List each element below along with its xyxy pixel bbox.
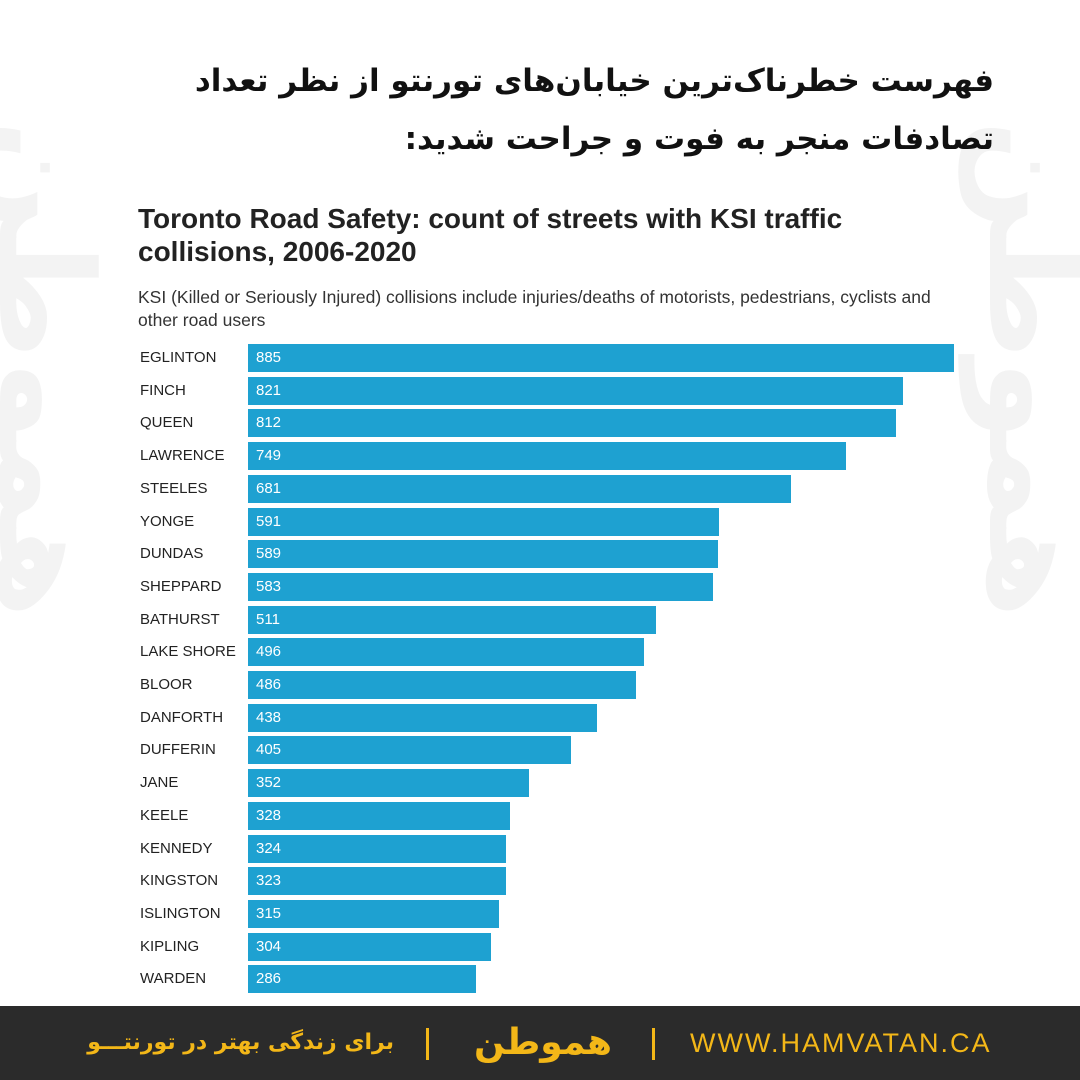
footer-separator [652,1028,655,1060]
category-label: DUFFERIN [140,741,216,758]
category-label: FINCH [140,382,186,399]
bar [248,704,597,732]
bar [248,671,636,699]
category-label: EGLINTON [140,349,217,366]
bar-value-label: 511 [256,611,280,628]
category-label: KIPLING [140,938,200,955]
category-label: KEELE [140,807,189,824]
bar-value-label: 591 [256,513,282,530]
bar-value-label: 885 [256,349,282,366]
bar-value-label: 583 [256,578,282,595]
category-label: BATHURST [140,611,220,628]
footer-separator [426,1028,429,1060]
bar [248,769,529,797]
category-label: WARDEN [140,970,207,987]
bar-value-label: 304 [256,938,282,955]
hamvatan-logo[interactable]: هموطن [474,1022,612,1063]
footer-tagline: برای زندگی بهتر در تورنتـــو [87,1030,394,1055]
bar-value-label: 315 [256,905,282,922]
footer-bar: برای زندگی بهتر در تورنتـــو هموطن WWW.H… [0,1006,1080,1080]
bar [248,638,644,666]
category-label: DUNDAS [140,545,204,562]
bar-value-label: 821 [256,382,282,399]
category-label: DANFORTH [140,709,224,726]
bar [248,965,476,993]
bar [248,475,791,503]
bar-value-label: 286 [256,970,282,987]
bar-value-label: 405 [256,741,282,758]
category-label: KENNEDY [140,840,213,857]
bar [248,573,713,601]
bar-value-label: 812 [256,414,282,431]
category-label: LAKE SHORE [140,643,236,660]
bar-value-label: 681 [256,480,282,497]
bar-value-label: 438 [256,709,282,726]
category-label: STEELES [140,480,208,497]
bar [248,540,718,568]
chart-subtitle: KSI (Killed or Seriously Injured) collis… [138,287,931,330]
bar-value-label: 352 [256,774,282,791]
bar-value-label: 324 [256,840,282,857]
bar-value-label: 328 [256,807,282,824]
bar [248,377,903,405]
bar [248,802,510,830]
bar [248,508,719,536]
bar [248,867,506,895]
bar-value-label: 589 [256,545,282,562]
bar [248,344,954,372]
bar-value-label: 496 [256,643,282,660]
category-label: JANE [140,774,179,791]
bar-value-label: 486 [256,676,282,693]
bar [248,409,896,437]
chart-title: Toronto Road Safety: count of streets wi… [138,203,843,267]
category-label: LAWRENCE [140,447,225,464]
bar [248,606,656,634]
category-label: BLOOR [140,676,193,693]
category-label: QUEEN [140,414,194,431]
category-label: SHEPPARD [140,578,222,595]
bar-value-label: 323 [256,872,282,889]
category-label: KINGSTON [140,872,219,889]
page-heading: فهرست خطرناک‌ترین خیابان‌های تورنتو از ن… [194,63,994,157]
bar [248,835,506,863]
bar-value-label: 749 [256,447,282,464]
bar [248,442,846,470]
bar [248,736,571,764]
website-link[interactable]: WWW.HAMVATAN.CA [690,1028,992,1058]
bar [248,933,491,961]
category-label: ISLINGTON [140,905,221,922]
category-label: YONGE [140,513,195,530]
bar [248,900,499,928]
